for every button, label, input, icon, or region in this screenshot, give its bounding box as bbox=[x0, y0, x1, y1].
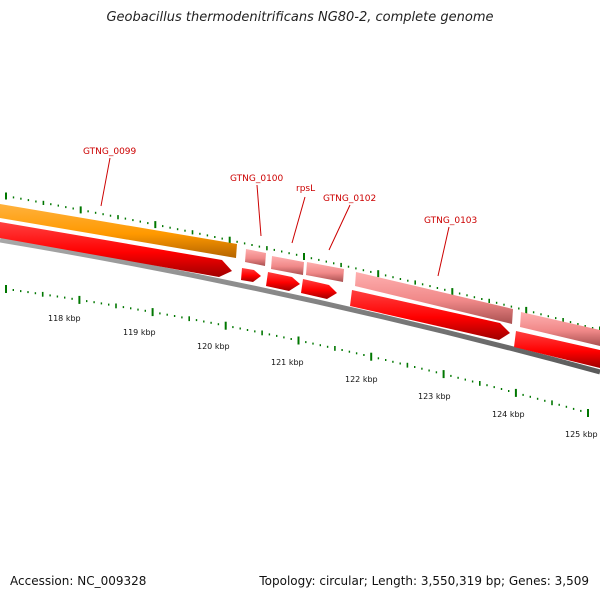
leader-GTNG_0100 bbox=[256, 184, 262, 237]
kbp-label: 123 kbp bbox=[418, 392, 451, 401]
cds-next-gene[interactable] bbox=[514, 331, 600, 368]
cds-rpsL[interactable] bbox=[266, 272, 300, 291]
cds-GTNG_0100[interactable] bbox=[241, 268, 261, 282]
leader-GTNG_0099 bbox=[100, 157, 111, 207]
gene-label-GTNG_0099: GTNG_0099 bbox=[83, 147, 137, 157]
gene-label-rpsL: rpsL bbox=[296, 184, 315, 194]
kbp-label: 122 kbp bbox=[345, 375, 378, 384]
cds-GTNG_0102[interactable] bbox=[301, 279, 337, 299]
feature-rpsL[interactable] bbox=[271, 256, 304, 275]
genome-backbone bbox=[0, 237, 600, 375]
kbp-label: 121 kbp bbox=[271, 358, 304, 367]
gene-label-GTNG_0103: GTNG_0103 bbox=[424, 216, 477, 226]
upper-tick-row bbox=[5, 192, 600, 334]
cds-GTNG_0099[interactable] bbox=[0, 222, 232, 277]
feature-GTNG_0102[interactable] bbox=[306, 262, 344, 282]
feature-next-gene[interactable] bbox=[520, 312, 600, 346]
leader-rpsL bbox=[291, 196, 306, 244]
cds-GTNG_0103[interactable] bbox=[350, 290, 510, 340]
leader-GTNG_0103 bbox=[437, 226, 450, 277]
accession-text: Accession: NC_009328 bbox=[10, 574, 147, 588]
feature-GTNG_0103[interactable] bbox=[355, 272, 513, 324]
lower-tick-row bbox=[5, 285, 589, 417]
kbp-label: 118 kbp bbox=[48, 314, 81, 323]
gene-label-GTNG_0100: GTNG_0100 bbox=[230, 174, 284, 184]
topology-text: Topology: circular; Length: 3,550,319 bp… bbox=[259, 574, 589, 588]
kbp-label: 120 kbp bbox=[197, 342, 230, 351]
kbp-label: 119 kbp bbox=[123, 328, 156, 337]
feature-GTNG_0099[interactable] bbox=[0, 204, 237, 258]
feature-GTNG_0100[interactable] bbox=[245, 249, 266, 266]
kbp-label: 125 kbp bbox=[565, 430, 598, 439]
gene-labels: GTNG_0099 GTNG_0100 rpsL GTNG_0102 GTNG_… bbox=[83, 147, 477, 277]
gene-label-GTNG_0102: GTNG_0102 bbox=[323, 194, 376, 204]
kbp-labels: 118 kbp 119 kbp 120 kbp 121 kbp 122 kbp … bbox=[48, 314, 598, 439]
kbp-label: 124 kbp bbox=[492, 410, 525, 419]
map-title: Geobacillus thermodenitrificans NG80-2, … bbox=[106, 10, 494, 25]
leader-GTNG_0102 bbox=[328, 204, 351, 251]
